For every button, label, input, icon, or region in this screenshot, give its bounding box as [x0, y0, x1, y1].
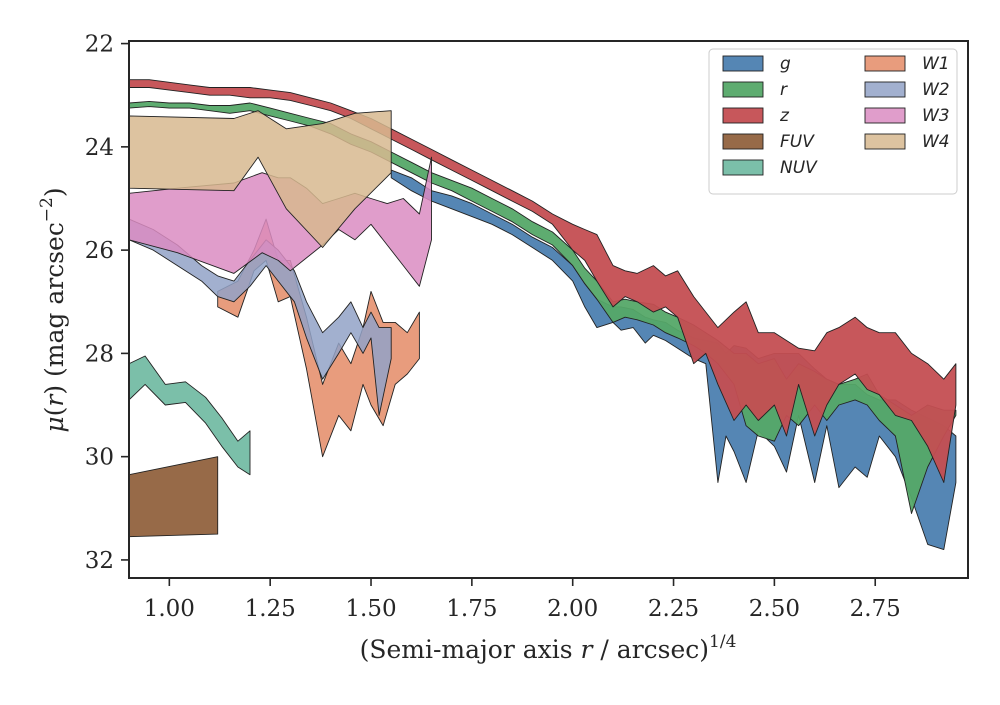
legend-swatch-fuv — [722, 133, 764, 150]
legend-swatch-w4 — [864, 133, 906, 150]
y-tick-label: 26 — [85, 238, 114, 264]
band-fuv — [129, 456, 219, 538]
x-tick-label: 1.00 — [144, 596, 195, 622]
legend-label-w1: W1 — [922, 54, 950, 74]
x-axis-ticks: 1.00 1.25 1.50 1.75 2.00 2.25 2.50 2.75 — [144, 578, 901, 622]
x-tick-label: 2.00 — [547, 596, 598, 622]
x-tick-label: 1.25 — [245, 596, 296, 622]
legend-swatch-g — [722, 55, 764, 72]
y-tick-label: 32 — [85, 548, 114, 574]
legend-label-z: z — [779, 106, 790, 126]
x-tick-label: 1.50 — [345, 596, 396, 622]
y-tick-label: 24 — [85, 135, 114, 161]
x-tick-label: 2.50 — [749, 596, 800, 622]
legend-swatch-r — [722, 81, 764, 98]
x-tick-label: 1.75 — [446, 596, 497, 622]
y-axis-ticks: 22 24 26 28 30 32 — [85, 32, 129, 574]
legend-label-w3: W3 — [922, 106, 950, 126]
y-tick-label: 30 — [85, 445, 114, 471]
profile-bands — [129, 79, 957, 551]
band-r — [129, 100, 957, 514]
legend-label-w2: W2 — [922, 80, 950, 100]
y-tick-label: 28 — [85, 341, 114, 367]
legend-label-r: r — [780, 80, 788, 100]
legend-swatch-w2 — [864, 81, 906, 98]
legend-label-fuv: FUV — [780, 132, 815, 152]
x-tick-label: 2.75 — [850, 596, 901, 622]
x-tick-label: 2.25 — [648, 596, 699, 622]
x-axis-title: (Semi-major axis r / arcsec)1/4 — [360, 632, 737, 664]
legend: grz FUV NUV W1 W2 W3 W4 — [708, 48, 958, 195]
legend-swatch-z — [722, 107, 764, 124]
band-z — [129, 79, 957, 483]
plot-frame — [128, 40, 969, 579]
legend-swatch-w3 — [864, 107, 906, 124]
legend-label-g: g — [780, 54, 791, 74]
band-nuv — [129, 355, 251, 476]
legend-label-nuv: NUV — [780, 158, 818, 178]
legend-swatch-nuv — [722, 159, 764, 176]
y-tick-label: 22 — [85, 32, 114, 58]
legend-swatch-w1 — [864, 55, 906, 72]
band-w4 — [129, 110, 392, 248]
y-axis-title: μ(r) (mag arcsec−2) — [37, 187, 69, 432]
legend-label-w4: W4 — [922, 132, 950, 152]
